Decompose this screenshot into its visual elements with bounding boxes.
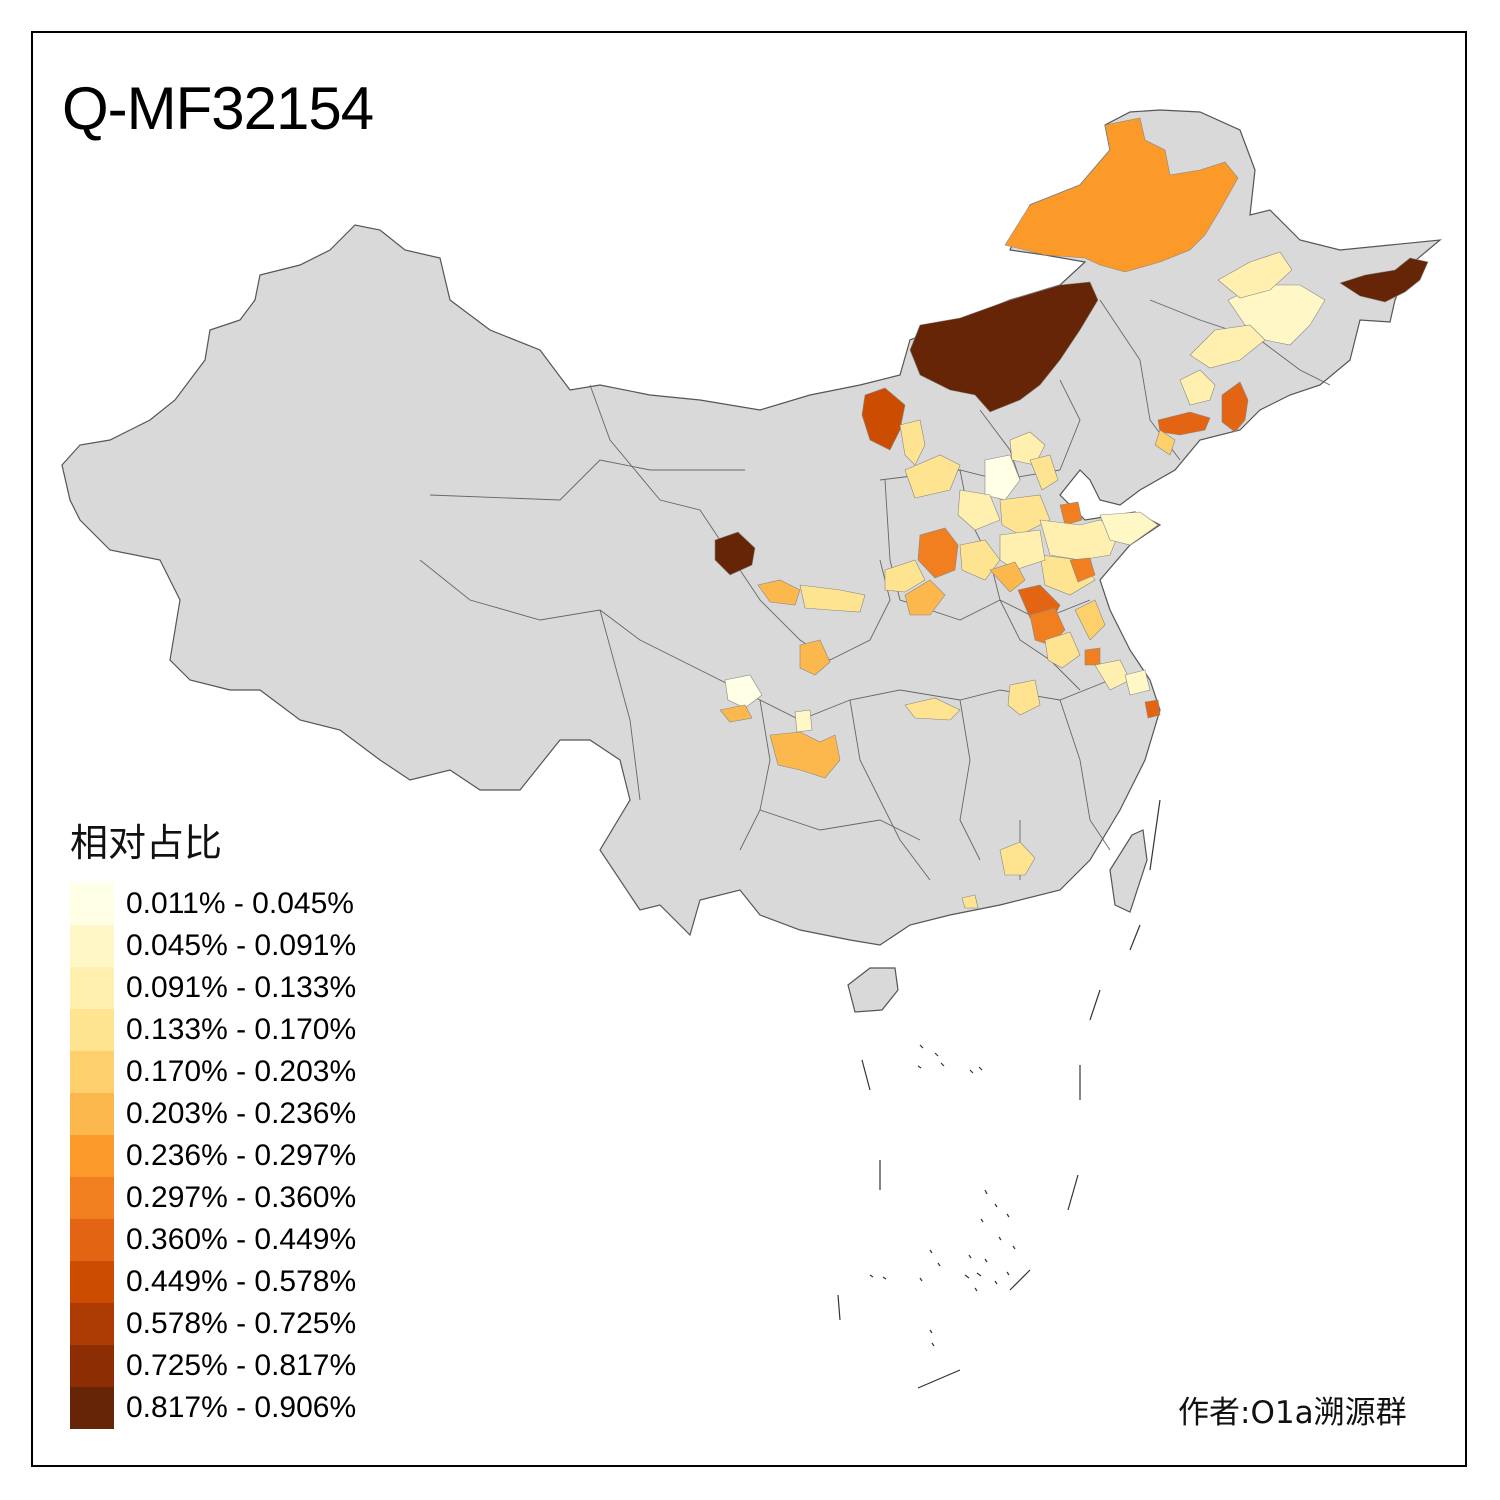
region-taiyuan (917, 527, 959, 579)
region-alxa (861, 387, 906, 451)
province-boundaries (419, 299, 1331, 881)
hainan-island (847, 967, 899, 1013)
region-liaoning-a (1179, 369, 1216, 406)
map-frame (31, 31, 1467, 1467)
region-shandong-d (1069, 557, 1096, 583)
china-mainland (61, 109, 1442, 946)
legend-item: 0.236% - 0.297% (70, 1135, 356, 1177)
legend-item: 0.297% - 0.360% (70, 1177, 356, 1219)
legend-label: 0.725% - 0.817% (126, 1349, 357, 1382)
legend-swatch (70, 1303, 114, 1345)
legend-item: 0.091% - 0.133% (70, 967, 356, 1009)
region-shanxi-b (884, 559, 926, 593)
legend-title: 相对占比 (70, 821, 223, 865)
legend-label: 0.203% - 0.236% (126, 1097, 357, 1130)
region-gansu-b (799, 584, 866, 613)
region-qiqihar (1217, 251, 1293, 299)
legend-swatch (70, 1345, 114, 1387)
region-wuhai (899, 419, 926, 466)
legend-label: 0.449% - 0.578% (126, 1265, 357, 1298)
region-liaoning-c (1154, 429, 1176, 456)
region-xining (714, 531, 756, 576)
region-sichuan-b (719, 704, 753, 723)
legend-label: 0.817% - 0.906% (126, 1391, 357, 1424)
legend-item: 0.045% - 0.091% (70, 925, 356, 967)
region-dalian (1221, 381, 1249, 433)
legend-item: 0.011% - 0.045% (70, 883, 356, 925)
region-hebei-b (984, 454, 1021, 501)
legend-label: 0.170% - 0.203% (126, 1055, 357, 1088)
legend-swatch (70, 967, 114, 1009)
south-china-sea-islands (837, 799, 1161, 1389)
region-sichuan-c (794, 709, 813, 733)
legend-item: 0.817% - 0.906% (70, 1387, 356, 1429)
region-shandong-e (999, 529, 1046, 571)
legend-item: 0.203% - 0.236% (70, 1093, 356, 1135)
region-hebei-a (1009, 431, 1046, 466)
region-xilingol (909, 281, 1099, 413)
region-hebei-e (999, 494, 1051, 536)
legend-item: 0.170% - 0.203% (70, 1051, 356, 1093)
legend-swatch (70, 925, 114, 967)
region-hebei-c (1029, 454, 1059, 491)
legend-swatch (70, 1093, 114, 1135)
region-hulunbuir (1004, 117, 1239, 273)
legend-label: 0.133% - 0.170% (126, 1013, 357, 1046)
region-shandong-b (1099, 511, 1159, 546)
map-title: Q-MF32154 (62, 75, 374, 142)
region-gansu-c (799, 639, 831, 676)
legend-label: 0.091% - 0.133% (126, 971, 357, 1004)
legend-swatch (70, 1051, 114, 1093)
legend-item: 0.725% - 0.817% (70, 1345, 356, 1387)
region-shanxi-c (904, 579, 946, 616)
legend-item: 0.360% - 0.449% (70, 1219, 356, 1261)
region-anhui (1007, 679, 1041, 716)
region-shandong-a (1039, 519, 1121, 561)
region-hubei (904, 697, 961, 721)
legend-swatch (70, 1177, 114, 1219)
taiwan-island (1109, 829, 1148, 913)
region-gansu-a (757, 579, 801, 606)
region-jiangsu-d (1074, 599, 1106, 641)
region-heilongjiang-east (1339, 257, 1429, 303)
legend-label: 0.045% - 0.091% (126, 929, 357, 962)
region-guangdong-b (961, 894, 979, 909)
legend-label: 0.297% - 0.360% (126, 1181, 357, 1214)
region-guangdong (999, 841, 1036, 876)
legend-swatch (70, 1135, 114, 1177)
author-credit: 作者:O1a溯源群 (1178, 1395, 1407, 1431)
data-regions (714, 117, 1429, 909)
legend-item: 0.449% - 0.578% (70, 1261, 356, 1303)
legend: 相对占比 0.011% - 0.045% 0.045% - 0.091% 0.091… (70, 812, 356, 1429)
region-henan-b (989, 561, 1026, 593)
legend-swatch (70, 883, 114, 925)
region-jilin (1189, 324, 1266, 369)
legend-swatch (70, 1261, 114, 1303)
region-jiangsu-e (1084, 647, 1101, 666)
region-ordos (904, 454, 961, 499)
legend-item: 0.578% - 0.725% (70, 1303, 356, 1345)
legend-label: 0.011% - 0.045% (126, 887, 354, 920)
legend-label: 0.578% - 0.725% (126, 1307, 357, 1340)
legend-swatch (70, 1009, 114, 1051)
legend-label: 0.360% - 0.449% (126, 1223, 357, 1256)
region-sichuan-a (724, 674, 763, 709)
region-hebei-d (957, 489, 1001, 531)
region-chongqing (769, 731, 841, 779)
region-shanghai (1144, 699, 1161, 719)
region-tianjin (1059, 501, 1083, 526)
region-jiangsu-c (1044, 631, 1081, 669)
legend-label: 0.236% - 0.297% (126, 1139, 357, 1172)
legend-swatch (70, 1387, 114, 1429)
region-jiangsu-g (1124, 669, 1151, 696)
legend-items: 0.011% - 0.045% 0.045% - 0.091% 0.091% - 0… (70, 883, 356, 1429)
legend-swatch (70, 1219, 114, 1261)
legend-item: 0.133% - 0.170% (70, 1009, 356, 1051)
